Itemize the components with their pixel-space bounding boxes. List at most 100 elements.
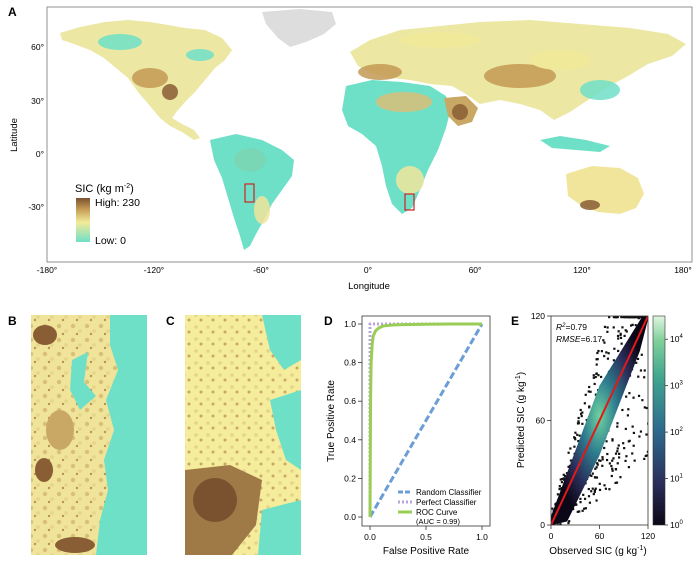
- scatter-point: [595, 466, 598, 469]
- scatter-point: [602, 339, 605, 342]
- scatter-y-tick-label: 120: [531, 311, 545, 321]
- scatter-point: [581, 411, 584, 414]
- inset-b-high-patch: [33, 325, 57, 345]
- scatter-point: [643, 369, 646, 372]
- panel-d: D 0.0 0.2 0.4 0.6 0.8 1.0 0.0 0.5 1.0 True Posi…: [324, 314, 491, 557]
- scatter-point: [613, 316, 616, 319]
- scatter-point: [558, 484, 561, 488]
- scatter-x-tick-label: 0: [549, 531, 554, 541]
- scatter-point: [595, 499, 598, 502]
- panel-e: E R2=0.79 RMSE=6.17 0 60 120 0 60 120 Observ…: [511, 311, 683, 557]
- panel-label-b: B: [8, 314, 17, 328]
- scatter-point: [628, 392, 631, 395]
- scatter-point: [569, 447, 572, 450]
- scatter-point: [579, 408, 582, 412]
- scatter-point: [603, 484, 606, 487]
- scatter-point: [599, 375, 603, 379]
- scatter-point: [619, 336, 623, 340]
- roc-x-tick-label: 0.5: [420, 532, 432, 542]
- scatter-point: [638, 435, 641, 438]
- scatter-point: [614, 481, 617, 485]
- colorbar-tick-label: 104: [670, 334, 683, 344]
- scatter-point: [567, 521, 570, 524]
- scatter-y-tick-label: 0: [540, 520, 545, 530]
- inset-b-low-patch: [70, 352, 96, 410]
- map-y-tick: 0°: [36, 149, 44, 159]
- panel-a: A: [8, 5, 693, 292]
- scatter-point: [610, 464, 613, 468]
- inset-b-high-patch: [55, 537, 95, 553]
- southeast-asia-islands: [540, 136, 610, 152]
- scatter-point: [636, 357, 640, 361]
- inset-c-low-region: [258, 500, 301, 555]
- scatter-point: [645, 433, 648, 436]
- scatter-point: [577, 422, 580, 425]
- scatter-point: [606, 357, 610, 360]
- inset-b-low-region: [96, 315, 147, 555]
- inset-b-high-patch: [35, 458, 53, 482]
- scatter-point: [624, 427, 627, 431]
- scatter-point: [562, 473, 565, 476]
- scatter-point: [593, 489, 596, 492]
- scatter-point: [599, 459, 602, 462]
- scatter-point: [617, 349, 620, 353]
- scatter-point: [607, 352, 610, 355]
- legend-title: SIC (kg m-2): [75, 183, 134, 195]
- scatter-point: [611, 439, 614, 442]
- scatter-point: [611, 459, 614, 462]
- legend-label-roc: ROC Curve: [416, 508, 458, 517]
- scatter-point: [606, 326, 609, 329]
- scatter-point: [593, 490, 596, 493]
- fit-line: [551, 316, 648, 525]
- roc-x-ticks: 0.0 0.5 1.0: [364, 526, 488, 542]
- scatter-point: [584, 393, 587, 396]
- scatter-point: [595, 358, 598, 361]
- scatter-point: [588, 406, 591, 409]
- scatter-point: [576, 433, 579, 436]
- scatter-point: [565, 472, 569, 475]
- scatter-point: [594, 467, 597, 470]
- scatter-point: [587, 390, 590, 393]
- scatter-point: [616, 425, 619, 428]
- south-america-landmass: [210, 134, 294, 250]
- scatter-point: [632, 396, 635, 399]
- scatter-point: [636, 316, 639, 319]
- scatter-point: [631, 425, 634, 428]
- inset-b-mid-patch: [46, 410, 74, 450]
- scatter-point: [612, 326, 615, 329]
- scatter-point: [625, 316, 629, 319]
- scatter-point: [596, 358, 599, 361]
- scatter-point: [601, 464, 604, 467]
- map-x-tick: 0°: [364, 265, 372, 275]
- scatter-point: [634, 324, 637, 327]
- colorbar-tick-label: 102: [670, 427, 683, 437]
- scatter-point: [643, 457, 646, 460]
- map-x-tick: -60°: [253, 265, 269, 275]
- panel-b: B: [8, 314, 147, 555]
- scatter-point: [606, 452, 609, 456]
- colorbar: [652, 315, 666, 526]
- legend-label-perfect: Perfect Classifier: [416, 498, 477, 507]
- scatter-point: [611, 438, 614, 441]
- scatter-point: [597, 374, 600, 377]
- legend-low-label: Low: 0: [95, 235, 126, 247]
- scatter-point: [613, 347, 616, 350]
- scatter-point: [559, 478, 562, 481]
- scatter-point: [576, 510, 579, 513]
- scatter-point: [579, 497, 582, 500]
- scatter-point: [596, 462, 599, 465]
- scatter-point: [616, 462, 619, 465]
- scatter-point: [594, 487, 597, 490]
- scatter-y-ticks: 0 60 120: [531, 311, 551, 530]
- roc-curve-line: [368, 322, 482, 518]
- scatter-point: [627, 408, 630, 411]
- scatter-point: [594, 375, 597, 379]
- scatter-point: [598, 459, 601, 462]
- scatter-point: [626, 414, 629, 417]
- scatter-point: [608, 488, 611, 491]
- scatter-point: [635, 361, 638, 364]
- panel-label-e: E: [511, 314, 519, 328]
- scatter-point: [647, 422, 648, 425]
- scatter-point: [587, 487, 590, 491]
